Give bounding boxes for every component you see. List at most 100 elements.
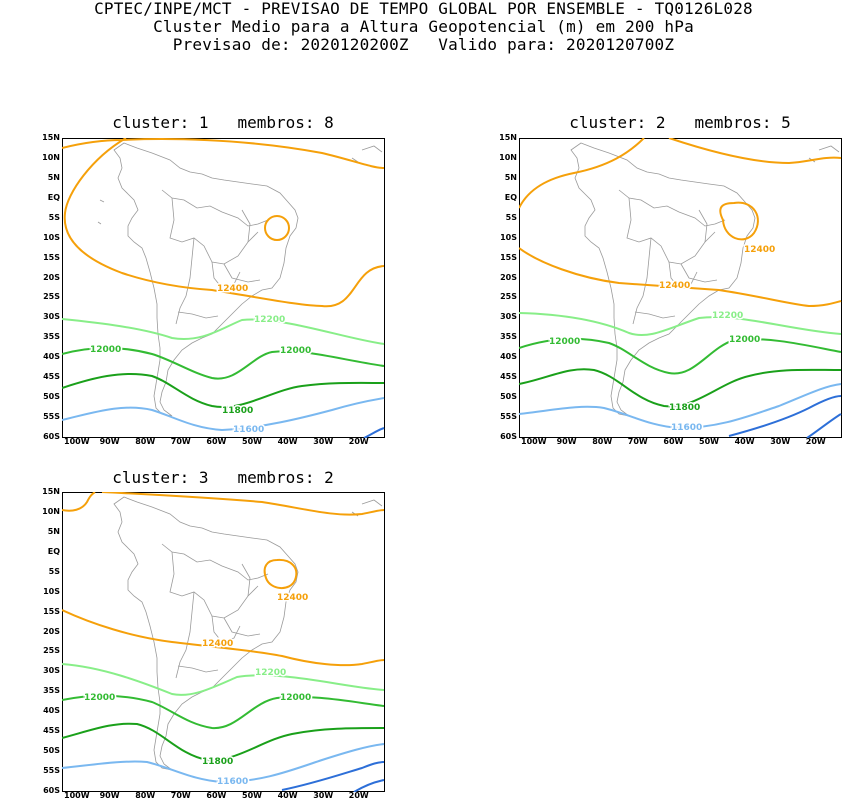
lat-tick-label: 15S [43,606,60,616]
contour-label: 11800 [202,757,233,767]
lat-tick-label: 10S [43,232,60,242]
lat-tick-label: EQ [47,192,60,202]
contour-label: 12000 [90,345,121,355]
lat-tick-label: 55S [43,766,60,776]
lon-tick-label: 40W [734,437,755,446]
lon-tick-label: 100W [64,791,90,800]
lon-tick-label: 40W [277,437,298,446]
lat-tick-label: 50S [500,392,517,402]
lon-tick-label: 50W [699,437,719,446]
lon-tick-label: 100W [64,437,90,446]
lat-tick-label: 30S [43,666,60,676]
lon-tick-label: 20W [805,437,826,446]
lat-tick-label: 60S [43,786,60,795]
contour-label: 12000 [84,693,115,703]
lat-tick-label: 25S [500,292,517,302]
lon-tick-label: 90W [99,791,120,800]
contour-label: 12400 [202,639,233,649]
lat-tick-label: 20S [43,272,60,282]
lat-tick-label: 5N [504,172,517,182]
lat-tick-label: 55S [43,412,60,422]
lon-tick-label: 70W [170,791,191,800]
lon-tick-label: 20W [348,437,369,446]
lon-tick-label: 50W [242,437,262,446]
contour-label: 11600 [233,425,264,435]
lat-tick-label: 45S [500,372,517,382]
lat-tick-label: 45S [43,726,60,736]
contours [62,138,385,438]
panel-2-title: cluster: 2 membros: 5 [569,113,791,132]
header-title: CPTEC/INPE/MCT - PREVISAO DE TEMPO GLOBA… [94,0,753,18]
lat-tick-label: 35S [500,332,517,342]
lon-tick-label: 70W [627,437,648,446]
lat-tick-label: 10N [42,506,60,516]
contour-labels: 12400 12200 12000 12000 11800 11600 [89,283,313,437]
lat-tick-label: 15S [43,252,60,262]
contour-label: 12200 [255,668,286,678]
lat-tick-label: 30S [500,312,517,322]
contour-label: 12200 [712,311,743,321]
lon-tick-label: 20W [348,791,369,800]
lat-tick-label: 20S [500,272,517,282]
lon-tick-label: 30W [770,437,791,446]
lat-tick-label: 45S [43,372,60,382]
lon-tick-label: 80W [135,437,156,446]
lat-tick-label: 20S [43,626,60,636]
lon-tick-label: 60W [206,791,227,800]
lat-tick-label: 15S [500,252,517,262]
lat-tick-label: 40S [43,706,60,716]
lon-tick-label: 80W [592,437,613,446]
contour-label: 12400 [659,281,690,291]
lon-tick-label: 50W [242,791,262,800]
lat-tick-label: 10S [43,586,60,596]
panel-3-map: 12400 12400 12200 12000 12000 11800 11600 [62,492,385,792]
lat-tick-label: 10S [500,232,517,242]
lat-tick-label: 40S [500,352,517,362]
panel-3-title: cluster: 3 membros: 2 [112,468,334,487]
lat-tick-label: 50S [43,392,60,402]
lat-tick-label: 5S [505,212,517,222]
lon-tick-label: 100W [521,437,547,446]
lon-tick-label: 60W [663,437,684,446]
lon-tick-label: 60W [206,437,227,446]
lat-tick-label: 60S [43,432,60,441]
lon-tick-label: 40W [277,791,298,800]
contour-label: 12400 [217,284,248,294]
contours [519,138,842,438]
lon-tick-label: 30W [313,791,334,800]
lat-tick-label: EQ [504,192,517,202]
header-subtitle: Cluster Medio para a Altura Geopotencial… [153,17,694,36]
lat-tick-label: 5N [47,172,60,182]
lat-tick-label: 25S [43,292,60,302]
lat-tick-label: 10N [499,152,517,162]
lat-tick-label: 40S [43,352,60,362]
lat-tick-label: EQ [47,546,60,556]
panel-2-map: 12400 12400 12200 12000 12000 11800 11600 [519,138,842,438]
contour-label: 12000 [549,337,580,347]
contour-label: 11600 [217,777,248,787]
contour-label: 11800 [669,403,700,413]
lat-tick-label: 35S [43,686,60,696]
contours [62,492,385,792]
coastline [97,142,383,417]
contour-label: 12000 [280,693,311,703]
lat-tick-label: 15N [42,487,60,496]
lat-tick-label: 5S [48,566,60,576]
lat-tick-label: 25S [43,646,60,656]
lat-tick-label: 30S [43,312,60,322]
contour-label: 12400 [744,245,775,255]
contour-label: 12000 [280,346,311,356]
contour-label: 11600 [671,423,702,433]
panel-1-map: 12400 12200 12000 12000 11800 11600 [62,138,385,438]
contour-label: 12200 [254,315,285,325]
lon-tick-label: 70W [170,437,191,446]
lon-tick-label: 90W [556,437,577,446]
lat-tick-label: 5N [47,526,60,536]
lat-tick-label: 5S [48,212,60,222]
lat-tick-label: 55S [500,412,517,422]
lat-tick-label: 35S [43,332,60,342]
lat-tick-label: 15N [499,133,517,142]
contour-label: 12000 [729,335,760,345]
contour-labels: 12400 12400 12200 12000 12000 11800 11600 [83,592,313,789]
lon-tick-label: 80W [135,791,156,800]
